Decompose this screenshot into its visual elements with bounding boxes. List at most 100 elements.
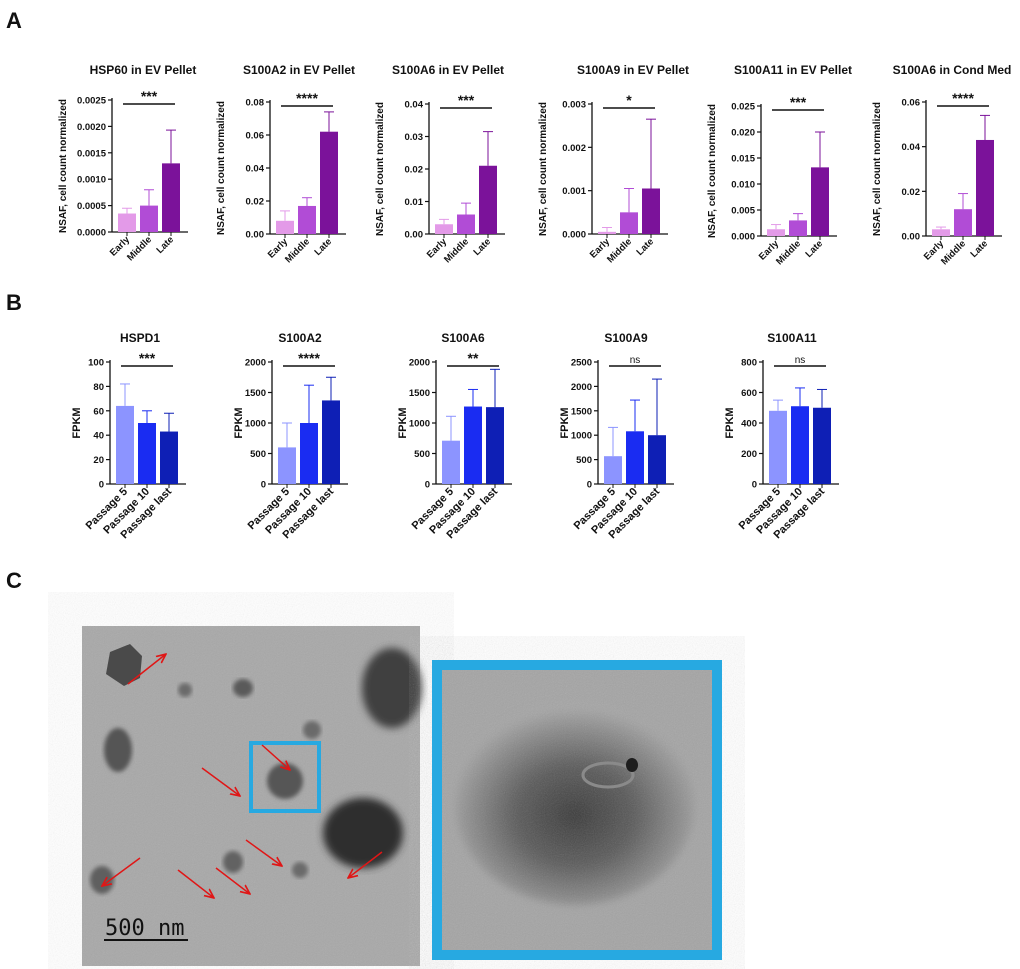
x-tick-label: Middle bbox=[125, 234, 154, 263]
y-axis-label: FPKM bbox=[233, 407, 245, 438]
significance-label: * bbox=[626, 92, 632, 108]
bar bbox=[932, 229, 950, 236]
y-axis-label: NSAF, cell count normalized bbox=[538, 102, 549, 236]
bar bbox=[435, 224, 453, 234]
y-tick-label: 1500 bbox=[571, 406, 592, 417]
x-tick-label: Middle bbox=[939, 238, 968, 267]
y-tick-label: 0.00 bbox=[405, 230, 424, 241]
bar bbox=[479, 165, 497, 234]
y-tick-label: 1000 bbox=[409, 419, 430, 430]
y-tick-label: 0.002 bbox=[562, 143, 586, 154]
inset-vesicle-edge bbox=[581, 761, 635, 789]
bar bbox=[118, 213, 136, 232]
x-tick-label: Late bbox=[635, 236, 657, 258]
x-tick-label: Late bbox=[472, 236, 494, 258]
bar bbox=[648, 435, 666, 484]
arrow bbox=[102, 857, 141, 886]
chart-title: S100A2 bbox=[278, 331, 322, 345]
bar bbox=[767, 229, 785, 236]
y-tick-label: 1500 bbox=[245, 388, 266, 399]
y-tick-label: 400 bbox=[741, 419, 757, 430]
particle bbox=[292, 862, 308, 878]
bar bbox=[486, 407, 504, 484]
y-axis-label: FPKM bbox=[724, 407, 736, 438]
particle bbox=[303, 721, 321, 739]
y-axis-label: NSAF, cell count normalized bbox=[707, 104, 718, 238]
bar bbox=[604, 456, 622, 484]
significance-label: ** bbox=[468, 350, 479, 366]
bar bbox=[642, 188, 660, 234]
inset-border bbox=[432, 660, 722, 960]
bar bbox=[626, 431, 644, 484]
y-tick-label: 1500 bbox=[409, 388, 430, 399]
y-axis-label: FPKM bbox=[559, 407, 571, 438]
y-tick-label: 20 bbox=[93, 455, 104, 466]
chart-title: S100A6 bbox=[441, 331, 485, 345]
y-tick-label: 600 bbox=[741, 388, 757, 399]
y-tick-label: 0.0005 bbox=[77, 201, 107, 212]
chart-4: S100A9 in EV Pellet 0.000 0.001 0.002 0.003 N… bbox=[538, 63, 689, 265]
arrow bbox=[215, 867, 250, 894]
x-tick-label: Middle bbox=[442, 236, 471, 265]
bar bbox=[769, 410, 787, 484]
y-tick-label: 0.0025 bbox=[77, 96, 107, 107]
particle-boxed bbox=[267, 763, 303, 799]
y-tick-label: 0 bbox=[752, 480, 757, 491]
chart-title: S100A11 in EV Pellet bbox=[734, 63, 852, 77]
particle-angular bbox=[106, 644, 142, 686]
chart-title: S100A11 bbox=[767, 331, 817, 345]
y-axis-label: NSAF, cell count normalized bbox=[58, 99, 69, 233]
significance-label: *** bbox=[139, 350, 156, 366]
bar bbox=[954, 209, 972, 236]
x-tick-label: Late bbox=[155, 234, 177, 256]
significance-label: *** bbox=[458, 92, 475, 108]
panel-label-c: C bbox=[6, 568, 22, 593]
y-tick-label: 0.0020 bbox=[77, 122, 106, 133]
bar bbox=[464, 406, 482, 484]
y-tick-label: 0.003 bbox=[562, 100, 586, 111]
bar bbox=[140, 205, 158, 232]
chart-2: S100A2 in EV Pellet 0.00 0.02 0.04 0.06 0.08 N… bbox=[216, 63, 355, 265]
y-tick-label: 0.000 bbox=[731, 232, 755, 243]
significance-label: **** bbox=[298, 350, 320, 366]
bar bbox=[442, 440, 460, 484]
y-tick-label: 500 bbox=[576, 455, 592, 466]
y-tick-label: 80 bbox=[93, 382, 104, 393]
bar bbox=[322, 400, 340, 484]
bar bbox=[620, 212, 638, 234]
y-tick-label: 0.02 bbox=[405, 165, 424, 176]
y-axis-label: NSAF, cell count normalized bbox=[216, 101, 227, 235]
bar bbox=[976, 139, 994, 236]
bar bbox=[162, 163, 180, 232]
y-tick-label: 2000 bbox=[409, 358, 430, 369]
particle bbox=[104, 728, 132, 772]
y-axis-label: NSAF, cell count normalized bbox=[872, 102, 883, 236]
bar bbox=[116, 405, 134, 484]
significance-label: *** bbox=[790, 94, 807, 110]
chart-title: S100A9 in EV Pellet bbox=[577, 63, 689, 77]
inset-grain bbox=[437, 665, 717, 955]
particle-dark bbox=[323, 798, 403, 868]
y-axis-label: FPKM bbox=[71, 407, 83, 438]
significance-label: ns bbox=[630, 355, 641, 366]
y-tick-label: 0.015 bbox=[731, 154, 755, 165]
scale-bar-label: 500 nm bbox=[105, 916, 184, 941]
significance-label: **** bbox=[952, 90, 974, 106]
y-tick-label: 1000 bbox=[245, 419, 266, 430]
bar bbox=[138, 423, 156, 484]
micrograph-inset bbox=[432, 660, 722, 960]
y-tick-label: 0.08 bbox=[246, 98, 265, 109]
bar bbox=[811, 167, 829, 236]
y-tick-label: 0 bbox=[99, 480, 104, 491]
y-tick-label: 0.00 bbox=[902, 232, 921, 243]
x-tick-label: Middle bbox=[283, 236, 312, 265]
chart-title: HSPD1 bbox=[120, 331, 160, 345]
chart-title: S100A9 bbox=[604, 331, 648, 345]
x-tick-label: Late bbox=[969, 238, 991, 260]
y-tick-label: 2500 bbox=[571, 358, 592, 369]
y-tick-label: 0.000 bbox=[562, 230, 586, 241]
chart-3: S100A6 in EV Pellet 0.00 0.01 0.02 0.03 0.04 N… bbox=[375, 63, 505, 265]
